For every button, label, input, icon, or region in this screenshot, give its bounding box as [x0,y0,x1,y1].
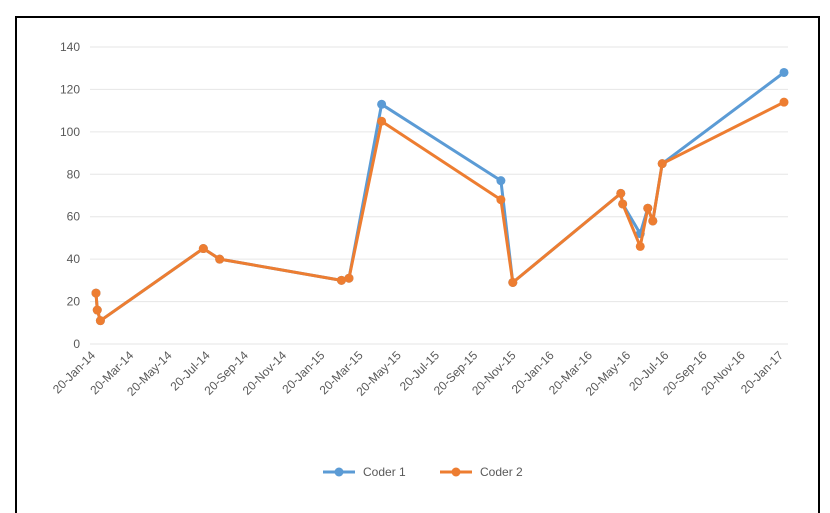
y-tick-label: 40 [67,252,81,266]
y-axis-tick-labels: 0 20 40 60 80 100 120 140 [60,40,80,351]
data-point [198,244,208,254]
data-point [344,273,354,283]
gridlines [90,46,788,345]
y-tick-label: 60 [67,210,81,224]
data-point [779,67,789,77]
y-tick-label: 100 [60,125,80,139]
data-point [779,97,789,107]
data-point [618,199,628,209]
x-axis-tick-labels: 20-Jan-1420-Mar-1420-May-1420-Jul-1420-S… [50,348,786,399]
data-point [336,275,346,285]
data-point [377,99,387,109]
data-point [508,277,518,287]
data-point [91,288,101,298]
y-tick-label: 20 [67,295,81,309]
data-point [635,241,645,251]
y-tick-label: 0 [73,337,80,351]
data-point [215,254,225,264]
legend-marker [334,467,344,477]
data-point [92,305,102,315]
legend-label: Coder 2 [480,465,523,479]
x-tick-label: 20-Jan-17 [738,348,786,396]
series-layer [91,67,789,326]
y-tick-label: 80 [67,167,81,181]
data-point [496,176,506,186]
data-point [648,216,658,226]
legend-marker [451,467,461,477]
data-point [496,195,506,205]
series-coder-2 [91,97,789,326]
series-line [94,71,785,323]
legend-item: Coder 2 [440,465,523,479]
data-point [657,159,667,169]
series-coder-1 [91,67,789,326]
y-tick-label: 140 [60,40,80,54]
legend-label: Coder 1 [363,465,406,479]
data-point [95,316,105,326]
legend: Coder 1 Coder 2 [323,465,523,479]
legend-item: Coder 1 [323,465,406,479]
series-line [94,100,785,323]
chart-frame [15,16,820,513]
data-point [616,188,626,198]
y-tick-label: 120 [60,82,80,96]
data-point [643,203,653,213]
data-point [377,116,387,126]
